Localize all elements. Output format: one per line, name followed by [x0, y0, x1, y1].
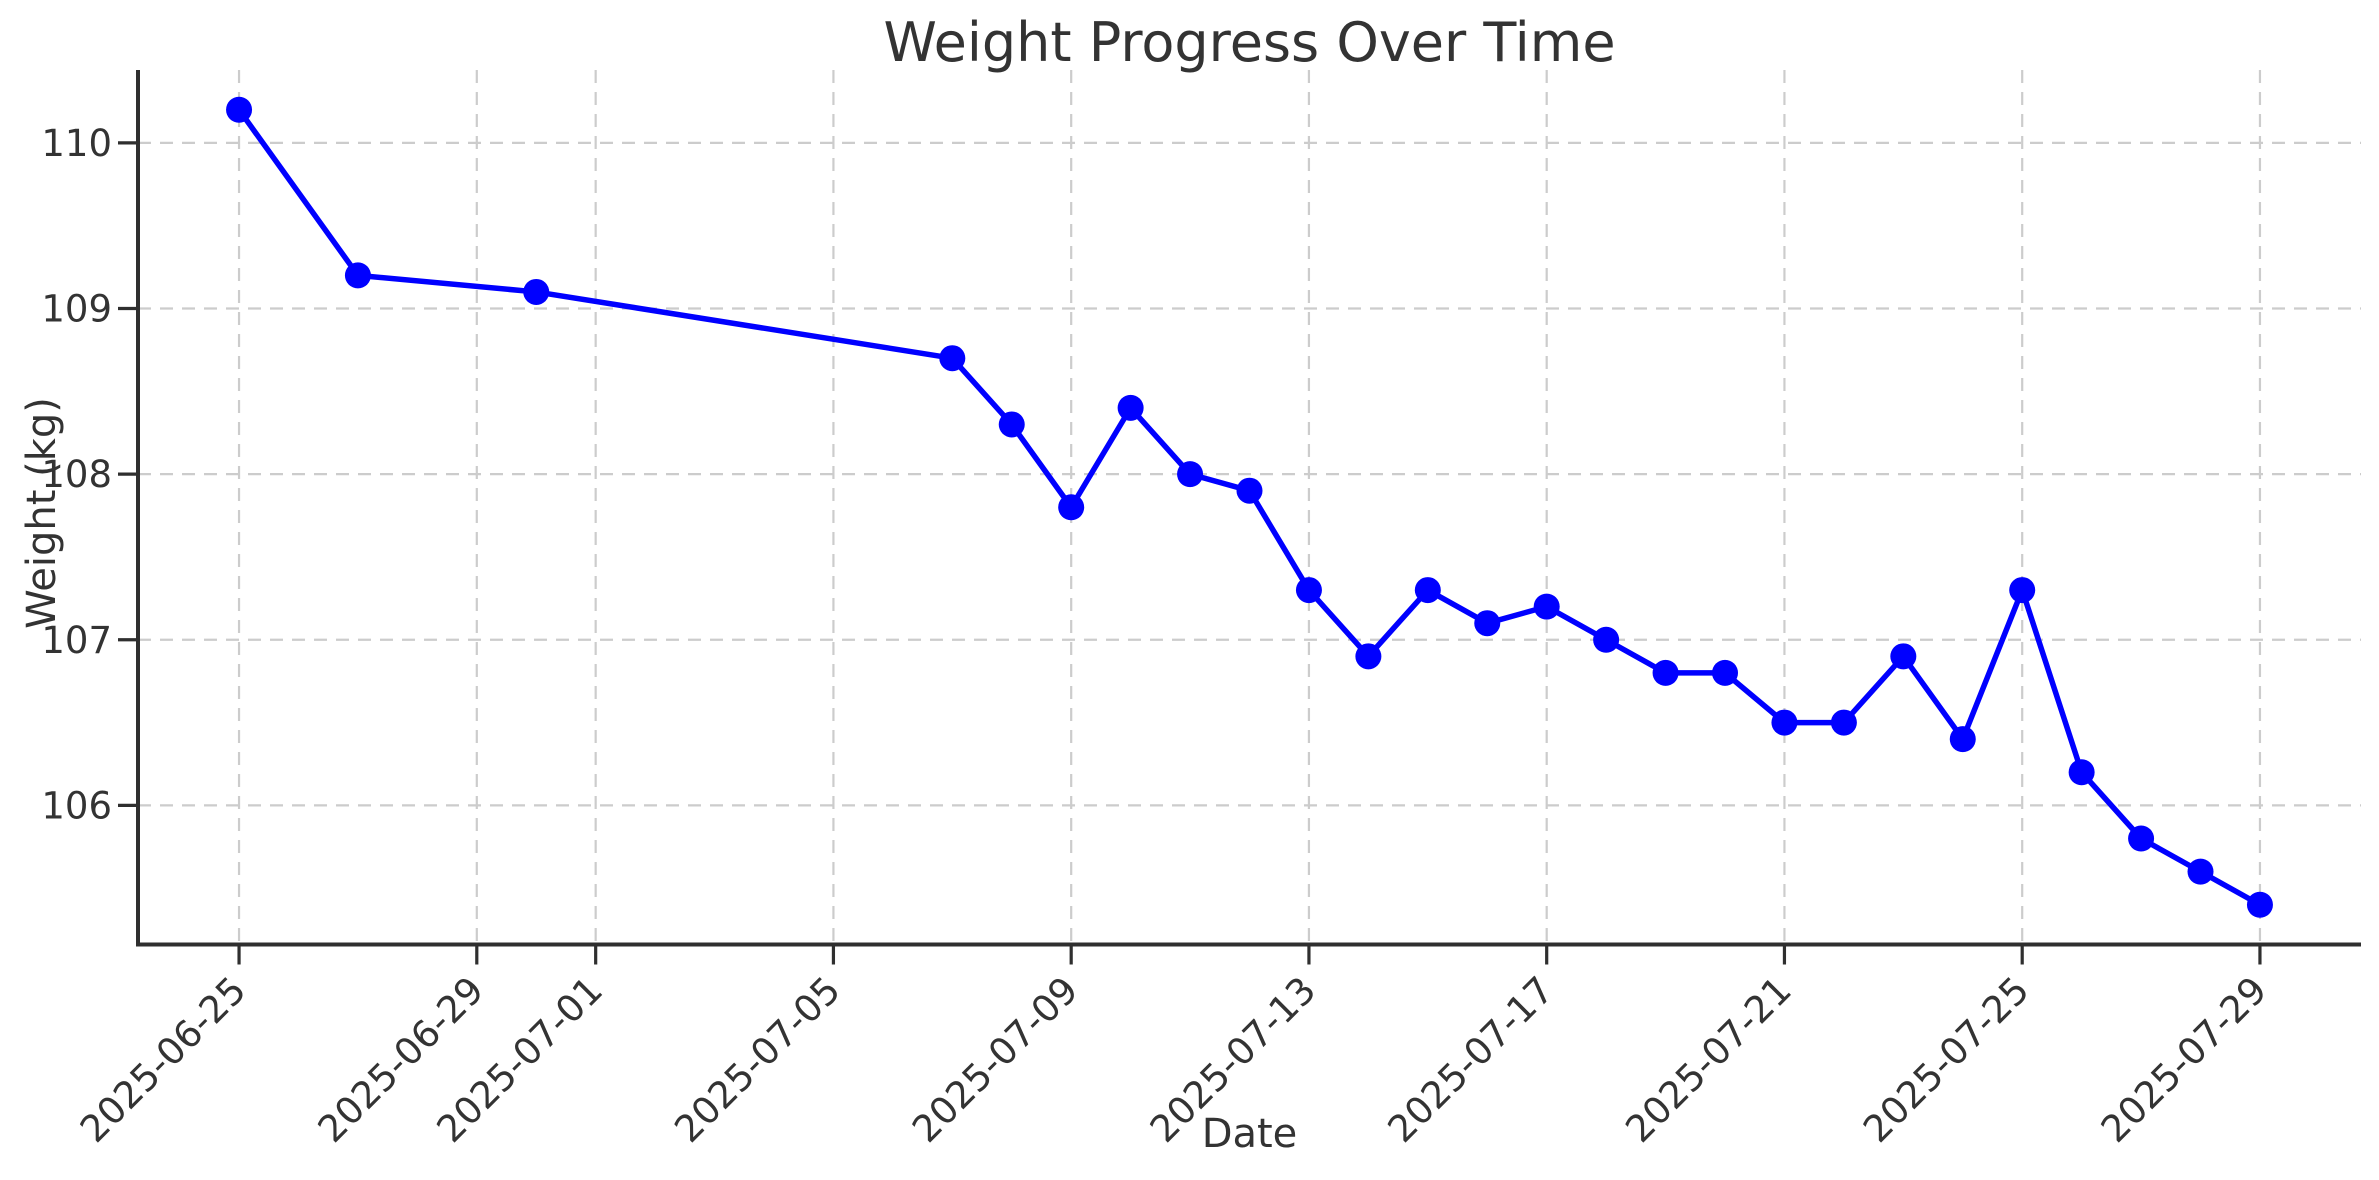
y-tick-label: 110 [41, 122, 112, 165]
data-point [2068, 759, 2095, 786]
axis-ticks [118, 141, 2262, 965]
data-point [1295, 577, 1322, 604]
gridlines [138, 70, 2361, 945]
data-point [1533, 593, 1560, 620]
data-point [2009, 577, 2036, 604]
data-point [1117, 394, 1144, 421]
data-point [1593, 626, 1620, 653]
data-point [2246, 891, 2273, 918]
data-point [523, 278, 550, 305]
data-point [2128, 825, 2155, 852]
y-tick-label: 109 [41, 288, 112, 331]
data-point [1771, 709, 1798, 736]
data-point [226, 96, 253, 123]
weight-line [236, 107, 2263, 908]
data-point [1355, 643, 1382, 670]
data-point [1890, 643, 1917, 670]
data-point [998, 411, 1025, 438]
data-point [939, 345, 966, 372]
weight-markers [226, 96, 2273, 918]
data-point [1474, 610, 1501, 637]
data-point [1236, 477, 1263, 504]
x-axis-title: Date [1201, 1111, 1298, 1157]
data-point [1652, 659, 1679, 686]
data-point [1177, 461, 1204, 488]
data-point [1830, 709, 1857, 736]
data-point [1058, 494, 1085, 521]
y-tick-label: 108 [41, 453, 112, 496]
y-axis-title: Weight (kg) [19, 397, 65, 629]
data-point [2187, 858, 2214, 885]
y-axis-title-box: Weight (kg) [0, 0, 84, 1026]
y-tick-label: 106 [41, 784, 112, 827]
y-tick-label: 107 [41, 619, 112, 662]
data-point [344, 262, 371, 289]
data-point [1414, 577, 1441, 604]
data-point [1949, 726, 1976, 753]
chart-title: Weight Progress Over Time [883, 11, 1616, 74]
data-point [1712, 659, 1739, 686]
